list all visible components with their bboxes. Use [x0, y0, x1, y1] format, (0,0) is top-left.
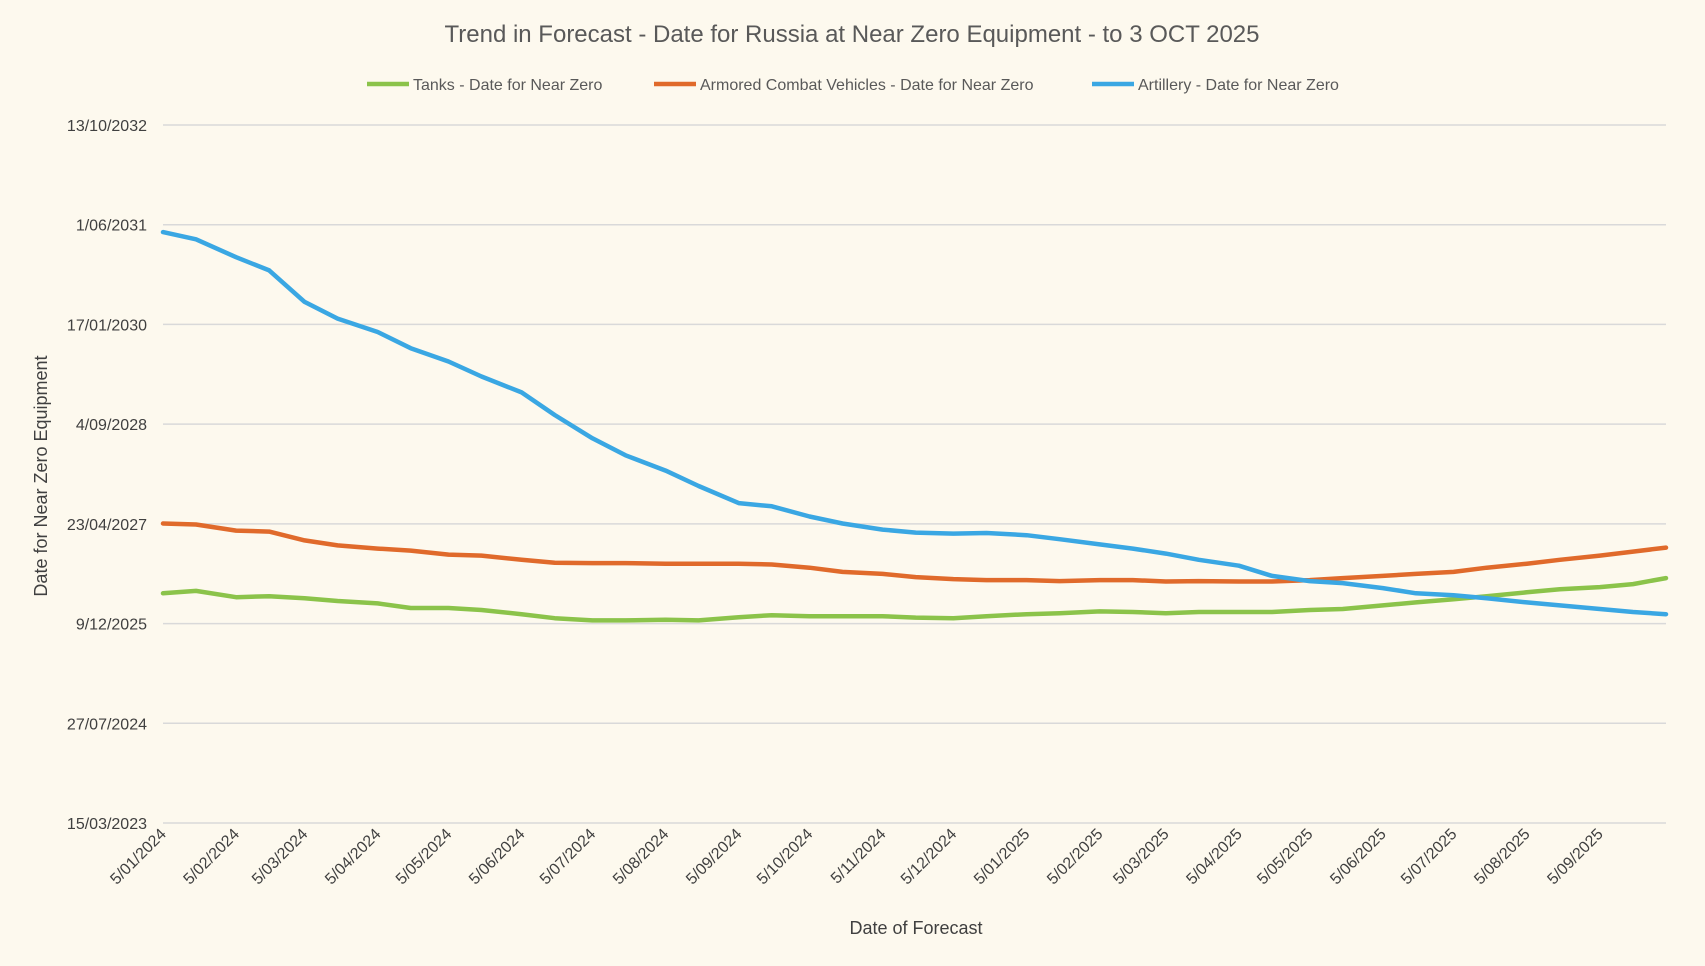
legend-label: Armored Combat Vehicles - Date for Near …: [700, 77, 1034, 94]
series-line-0: [160, 575, 1669, 623]
x-tick-label: 5/08/2024: [610, 826, 672, 888]
x-tick-label: 5/02/2024: [181, 826, 243, 888]
y-tick-label: 13/10/2032: [67, 118, 147, 135]
legend-label: Artillery - Date for Near Zero: [1138, 77, 1339, 94]
legend-label: Tanks - Date for Near Zero: [413, 77, 603, 94]
y-axis-ticks: 15/03/2023 27/07/2024 9/12/2025 23/04/2027 4…: [67, 118, 147, 833]
x-tick-label: 5/08/2025: [1471, 826, 1533, 888]
y-tick-label: 23/04/2027: [67, 517, 147, 534]
x-tick-label: 5/02/2025: [1044, 826, 1106, 888]
x-tick-label: 5/03/2024: [249, 826, 311, 888]
series-line-1: [160, 521, 1669, 584]
x-tick-label: 5/03/2025: [1110, 826, 1172, 888]
y-tick-label: 4/09/2028: [76, 417, 147, 434]
x-tick-label: 5/09/2025: [1544, 826, 1606, 888]
x-tick-label: 5/12/2024: [898, 826, 960, 888]
x-axis-label: Date of Forecast: [849, 918, 982, 938]
x-tick-label: 5/06/2024: [466, 826, 528, 888]
x-tick-label: 5/07/2025: [1398, 826, 1460, 888]
x-tick-label: 5/05/2024: [393, 826, 455, 888]
x-tick-label: 5/01/2024: [107, 826, 169, 888]
y-tick-label: 17/01/2030: [67, 317, 147, 334]
series-lines: [160, 229, 1669, 623]
x-tick-label: 5/07/2024: [537, 826, 599, 888]
x-tick-label: 5/05/2025: [1254, 826, 1316, 888]
y-tick-label: 9/12/2025: [76, 617, 147, 634]
y-tick-label: 1/06/2031: [76, 218, 147, 235]
y-axis-label: Date for Near Zero Equipment: [31, 355, 51, 596]
x-axis-ticks: 5/01/2024 5/02/2024 5/03/2024 5/04/2024 5/05…: [107, 826, 1606, 888]
x-tick-label: 5/04/2025: [1183, 826, 1245, 888]
x-tick-label: 5/06/2025: [1327, 826, 1389, 888]
series-line-2: [160, 229, 1669, 617]
x-tick-label: 5/09/2024: [683, 826, 745, 888]
legend: Tanks - Date for Near Zero Armored Combat…: [367, 77, 1339, 94]
y-tick-label: 15/03/2023: [67, 816, 147, 833]
legend-item: Armored Combat Vehicles - Date for Near …: [654, 77, 1034, 94]
legend-item: Artillery - Date for Near Zero: [1092, 77, 1339, 94]
x-tick-label: 5/11/2024: [828, 826, 890, 888]
x-tick-label: 5/04/2024: [322, 826, 384, 888]
legend-item: Tanks - Date for Near Zero: [367, 77, 603, 94]
grid-lines: [163, 124, 1666, 824]
x-tick-label: 5/10/2024: [754, 826, 816, 888]
y-tick-label: 27/07/2024: [67, 716, 147, 733]
chart-title: Trend in Forecast - Date for Russia at N…: [444, 21, 1259, 48]
x-tick-label: 5/01/2025: [971, 826, 1033, 888]
